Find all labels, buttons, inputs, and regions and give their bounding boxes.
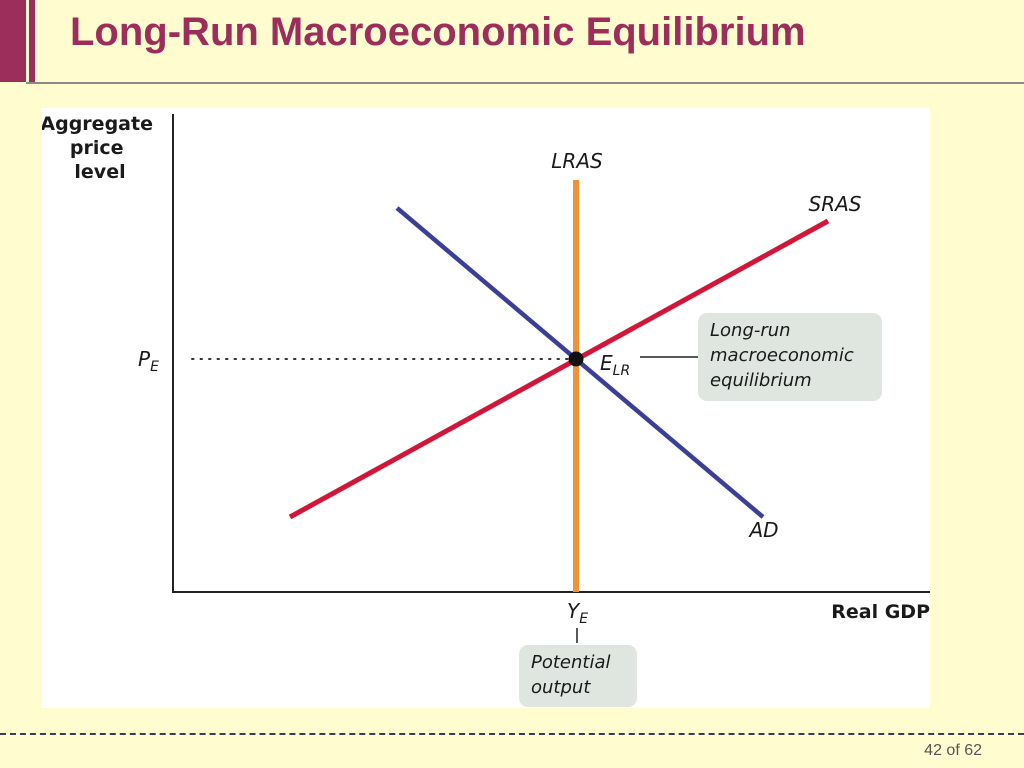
equilibrium-point: [568, 351, 584, 367]
page-number: 42 of 62: [924, 742, 982, 759]
lras-label: LRAS: [551, 149, 603, 173]
x-axis-label: Real GDP: [831, 601, 930, 623]
output-callout-box: [519, 645, 637, 707]
output-label-main: Y: [567, 599, 581, 623]
price-level-label: PE: [138, 347, 159, 375]
equilibrium-diagram: Aggregate price level Real GDP LRAS SRAS…: [42, 113, 930, 707]
output-callout-text: Potential output: [531, 652, 616, 698]
ad-label: AD: [747, 518, 778, 542]
output-label: YE: [567, 599, 588, 627]
output-callout-line-1: Potential: [531, 652, 611, 673]
output-label-sub: E: [579, 611, 588, 627]
equilibrium-callout-line-1: Long-run: [710, 320, 791, 341]
equilibrium-callout-line-2: macroeconomic: [710, 345, 854, 366]
y-axis-label-line-3: level: [74, 161, 125, 183]
slide-title: Long-Run Macroeconomic Equilibrium: [70, 10, 806, 54]
equilibrium-label: ELR: [600, 351, 630, 379]
y-axis-label: Aggregate price level: [42, 113, 160, 183]
equilibrium-callout-box: [698, 313, 882, 401]
accent-bar: [0, 0, 26, 82]
sras-label: SRAS: [809, 192, 862, 216]
diagram-panel: Aggregate price level Real GDP LRAS SRAS…: [42, 108, 930, 708]
equilibrium-callout-line-3: equilibrium: [710, 370, 812, 391]
y-axis-label-line-1: Aggregate: [42, 113, 153, 135]
price-level-label-sub: E: [150, 359, 159, 375]
price-level-label-main: P: [138, 347, 151, 371]
equilibrium-label-main: E: [600, 351, 613, 375]
sras-curve: [288, 218, 830, 520]
equilibrium-label-sub: LR: [613, 363, 631, 379]
accent-bar-thin: [29, 0, 35, 82]
y-axis-label-line-2: price: [70, 137, 124, 159]
output-callout-line-2: output: [531, 677, 591, 698]
title-divider: [26, 82, 1024, 84]
equilibrium-callout-text: Long-run macroeconomic equilibrium: [710, 320, 859, 391]
footer-divider: [0, 733, 1024, 735]
